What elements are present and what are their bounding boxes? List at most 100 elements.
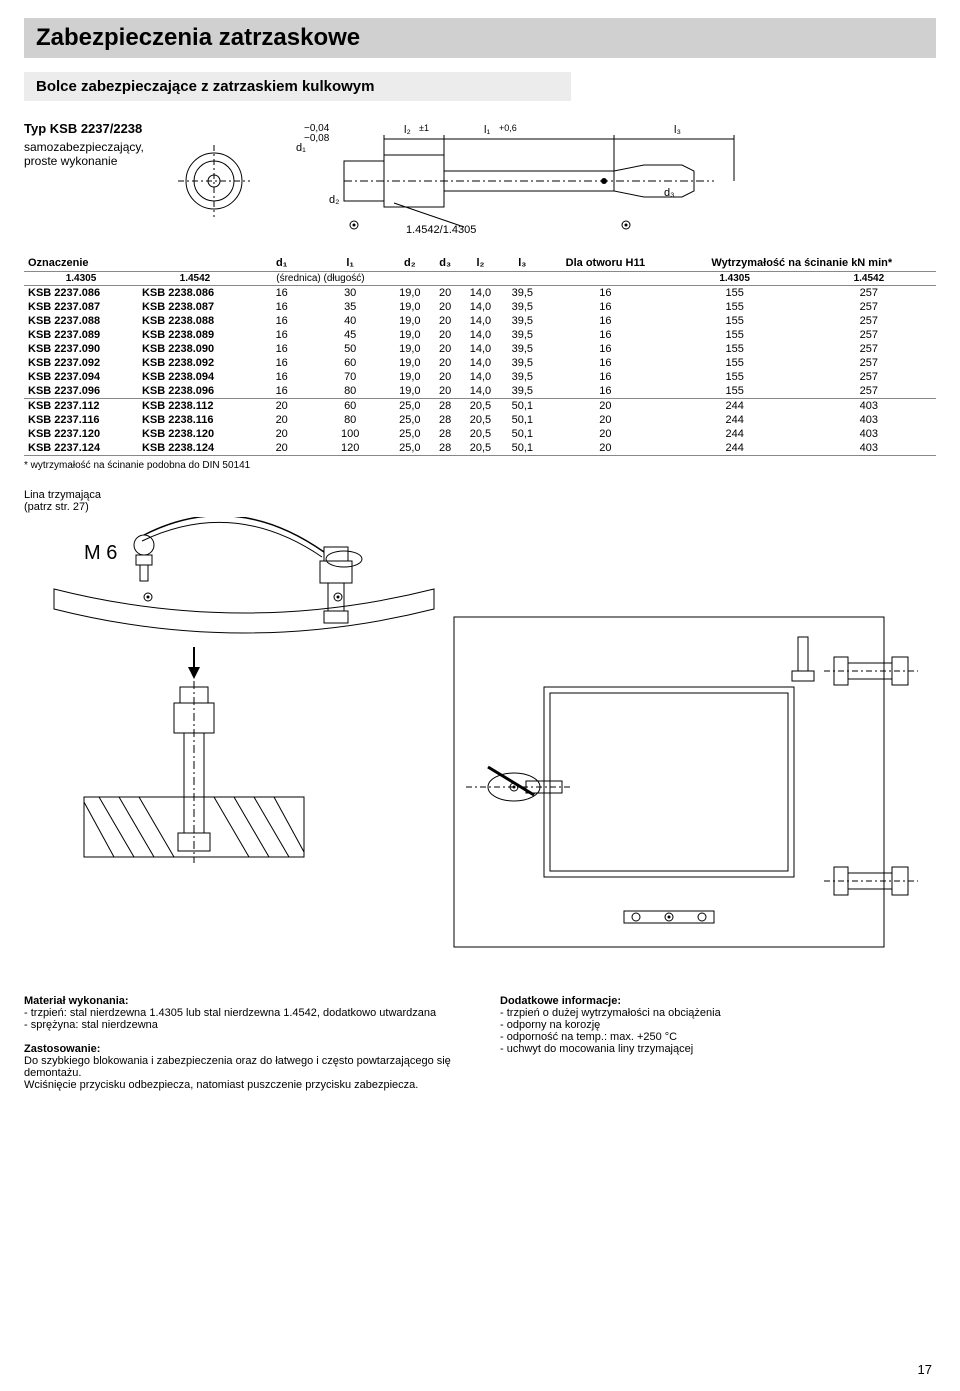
sub-1-4305a: 1.4305	[24, 272, 138, 286]
table-cell: 60	[311, 356, 389, 370]
table-cell: 39,5	[501, 370, 543, 384]
table-cell: 120	[311, 441, 389, 456]
table-cell: 257	[802, 384, 936, 399]
table-cell: 257	[802, 286, 936, 301]
table-cell: 28	[431, 427, 460, 441]
table-cell: 155	[668, 300, 802, 314]
page-title: Zabezpieczenia zatrzaskowe	[24, 18, 936, 58]
table-cell: 403	[802, 413, 936, 427]
th-l1: l₁	[311, 255, 389, 272]
lina-line-1: Lina trzymająca	[24, 489, 936, 501]
table-cell: 20	[543, 399, 667, 414]
svg-text:l₃: l₃	[674, 124, 681, 136]
dod-heading: Dodatkowe informacje:	[500, 995, 621, 1007]
lina-block: Lina trzymająca (patrz str. 27)	[24, 489, 936, 513]
page-number: 17	[918, 1362, 932, 1377]
col-right: Dodatkowe informacje: - trzpień o dużej …	[500, 995, 936, 1091]
table-cell: 20,5	[460, 413, 502, 427]
table-cell: 14,0	[460, 328, 502, 342]
table-cell: 16	[252, 370, 312, 384]
bottom-columns: Materiał wykonania: - trzpień: stal nier…	[24, 995, 936, 1091]
table-cell: 20	[252, 413, 312, 427]
table-cell: 257	[802, 342, 936, 356]
table-row: KSB 2237.124KSB 2238.1242012025,02820,55…	[24, 441, 936, 456]
table-cell: 244	[668, 399, 802, 414]
table-cell: 14,0	[460, 314, 502, 328]
table-cell: 19,0	[389, 356, 431, 370]
table-cell: 70	[311, 370, 389, 384]
table-row: KSB 2237.089KSB 2238.089164519,02014,039…	[24, 328, 936, 342]
table-cell: KSB 2238.112	[138, 399, 252, 414]
table-cell: 39,5	[501, 384, 543, 399]
svg-text:d₂: d₂	[329, 194, 339, 206]
table-cell: KSB 2237.090	[24, 342, 138, 356]
table-cell: 14,0	[460, 286, 502, 301]
table-cell: KSB 2238.086	[138, 286, 252, 301]
table-cell: 155	[668, 384, 802, 399]
table-cell: 16	[252, 314, 312, 328]
table-cell: KSB 2237.092	[24, 356, 138, 370]
table-cell: 20	[431, 370, 460, 384]
type-line-1: Typ KSB 2237/2238	[24, 121, 144, 136]
table-cell: KSB 2238.124	[138, 441, 252, 456]
dod-line-3: - odporność na temp.: max. +250 °C	[500, 1031, 936, 1043]
th-d1: d₁	[252, 255, 312, 272]
type-block: Typ KSB 2237/2238 samozabezpieczający, p…	[24, 121, 144, 168]
table-cell: 50,1	[501, 427, 543, 441]
svg-text:l₂: l₂	[404, 124, 411, 136]
mat-heading: Materiał wykonania:	[24, 995, 129, 1007]
table-cell: 257	[802, 328, 936, 342]
table-cell: KSB 2238.087	[138, 300, 252, 314]
table-cell: KSB 2238.088	[138, 314, 252, 328]
table-cell: 20	[431, 286, 460, 301]
th-l3: l₃	[501, 255, 543, 272]
table-cell: 257	[802, 314, 936, 328]
table-cell: 257	[802, 370, 936, 384]
table-cell: 20	[252, 427, 312, 441]
table-cell: 16	[543, 286, 667, 301]
table-cell: 100	[311, 427, 389, 441]
diagrams-area: M 6	[24, 517, 936, 977]
table-cell: 16	[543, 342, 667, 356]
table-cell: 155	[668, 328, 802, 342]
table-row: KSB 2237.086KSB 2238.086163019,02014,039…	[24, 286, 936, 301]
table-cell: 39,5	[501, 328, 543, 342]
table-cell: 14,0	[460, 384, 502, 399]
table-cell: 244	[668, 441, 802, 456]
table-cell: 16	[543, 314, 667, 328]
zast-line-1: Do szybkiego blokowania i zabezpieczenia…	[24, 1055, 460, 1079]
m6-label: M 6	[84, 542, 117, 564]
table-cell: 16	[543, 328, 667, 342]
lina-line-2: (patrz str. 27)	[24, 501, 936, 513]
type-line-2: samozabezpieczający,	[24, 140, 144, 154]
table-body-b: KSB 2237.112KSB 2238.112206025,02820,550…	[24, 399, 936, 456]
table-cell: 45	[311, 328, 389, 342]
table-cell: 28	[431, 399, 460, 414]
table-cell: 30	[311, 286, 389, 301]
table-cell: 155	[668, 286, 802, 301]
table-cell: 16	[543, 384, 667, 399]
table-cell: 257	[802, 300, 936, 314]
table-cell: 20	[252, 399, 312, 414]
table-cell: 39,5	[501, 356, 543, 370]
table-row: KSB 2237.096KSB 2238.096168019,02014,039…	[24, 384, 936, 399]
sub-1-4542b: 1.4542	[802, 272, 936, 286]
table-cell: 16	[252, 384, 312, 399]
table-cell: 50,1	[501, 441, 543, 456]
table-cell: 19,0	[389, 384, 431, 399]
table-cell: KSB 2237.094	[24, 370, 138, 384]
table-cell: 20	[431, 328, 460, 342]
table-cell: 80	[311, 413, 389, 427]
table-cell: 16	[252, 328, 312, 342]
dod-line-1: - trzpień o dużej wytrzymałości na obcią…	[500, 1007, 936, 1019]
sub-1-4542a: 1.4542	[138, 272, 252, 286]
table-body-a: KSB 2237.086KSB 2238.086163019,02014,039…	[24, 286, 936, 399]
table-cell: 19,0	[389, 342, 431, 356]
svg-text:d₁: d₁	[296, 142, 306, 154]
table-cell: KSB 2238.089	[138, 328, 252, 342]
page-subtitle: Bolce zabezpieczające z zatrzaskiem kulk…	[24, 72, 571, 101]
table-row: KSB 2237.116KSB 2238.116208025,02820,550…	[24, 413, 936, 427]
table-cell: 25,0	[389, 427, 431, 441]
table-cell: 19,0	[389, 328, 431, 342]
header-row: Typ KSB 2237/2238 samozabezpieczający, p…	[24, 121, 936, 241]
